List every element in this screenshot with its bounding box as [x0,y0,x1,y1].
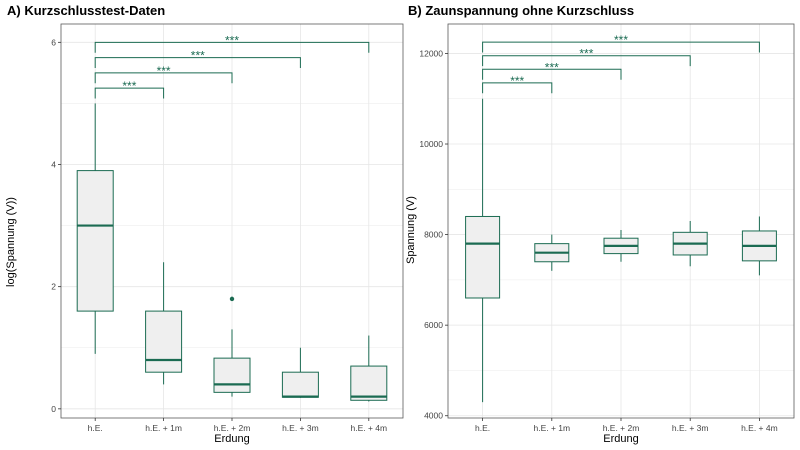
panel-b-y-tick-label: 10000 [419,139,443,149]
panel-b-bracket-line [482,41,760,53]
panel-b-significance-bracket: *** [482,33,760,53]
panel-a-significance-label: *** [191,49,205,63]
panel-b-y-tick-label: 6000 [424,320,443,330]
panel-b-y-axis-title: Spannung (V) [405,196,417,264]
panel-b-x-tick-label: h.E. + 3m [672,423,709,433]
panel-b-box-2 [603,230,639,262]
panel-b-box-body [465,215,501,299]
panel-b-significance-bracket: *** [482,60,622,80]
panel-b-x-tick-label: h.E. + 1m [533,423,570,433]
panel-a-y-tick-label: 4 [51,159,56,169]
panel-a-outlier-point [229,296,235,302]
panel-b-significance-label: *** [510,74,524,88]
panel-b-box-0 [465,98,501,403]
panel-a-x-tick-label: h.E. + 4m [350,423,387,433]
panel-b-bracket-line [482,68,622,80]
panel-a-significance-bracket: *** [94,49,301,68]
panel-a-significance-label: *** [225,33,239,47]
panel-b-y-tick-label: 12000 [419,48,443,58]
panel-b-significance-bracket: *** [482,47,691,67]
panel-a-significance-bracket: *** [94,33,370,53]
panel-a: A) Kurzschlusstest-Daten Erdung log(Span… [5,3,404,445]
panel-b-x-tick-label: h.E. [475,423,490,433]
panel-a-box-body [145,310,183,373]
panel-b-plot-area: 4000 6000 8000 10000 12000 h.E. h.E. + 1m h.E. … [419,23,795,433]
panel-b-y-tick-label: 8000 [424,230,443,240]
panel-a-bracket-line [94,57,301,68]
panel-a-x-tick-label: h.E. [88,423,103,433]
panel-a-box-body [213,357,251,393]
panel-a-box-body [281,371,319,398]
panel-a-y-axis-title: log(Spannung (V)) [5,197,17,287]
panel-b-bracket-line [482,55,691,67]
panel-b-box-3 [672,221,708,267]
panel-a-y-tick-label: 6 [51,37,56,47]
panel-b-significance-label: *** [545,60,559,74]
panel-b-box-1 [534,234,570,271]
panel-a-bracket-line [94,41,370,53]
panel-a-title: A) Kurzschlusstest-Daten [7,3,165,18]
panel-a-x-axis-title: Erdung [214,433,249,445]
panel-a-significance-bracket: *** [94,79,165,99]
panel-a-significance-label: *** [122,79,136,93]
panel-b-bracket-line [482,82,553,94]
panel-b-x-tick-label: h.E. + 2m [603,423,640,433]
panel-b-significance-label: *** [579,47,593,61]
panel-a-box-3 [281,347,319,398]
panel-a-significance-label: *** [157,64,171,78]
panel-b-title: B) Zaunspannung ohne Kurzschluss [408,3,634,18]
panel-a-box-2 [213,296,251,397]
panel-a-x-tick-label: h.E. + 1m [145,423,182,433]
panel-a-x-tick-label: h.E. + 3m [282,423,319,433]
panel-b: B) Zaunspannung ohne Kurzschluss Erdung … [405,3,795,445]
panel-a-significance-bracket: *** [94,64,233,84]
panel-b-y-tick-label: 4000 [424,411,443,421]
panel-a-y-tick-label: 2 [51,282,56,292]
panel-b-x-axis-title: Erdung [603,433,638,445]
panel-a-y-tick-label: 0 [51,404,56,414]
panel-a-plot-area: 0 2 4 6 h.E. h.E. + 1m h.E. + 2m h.E. + 3m h.E. … [51,23,404,433]
panel-b-significance-label: *** [614,33,628,47]
panel-a-box-0 [76,103,114,354]
panel-a-box-body [350,365,388,401]
panel-b-box-4 [741,216,777,276]
panel-a-box-1 [145,262,183,385]
panel-a-box-body [76,170,114,312]
panel-a-bracket-line [94,87,165,99]
panel-b-significance-bracket: *** [482,74,553,94]
panel-a-x-tick-label: h.E. + 2m [214,423,251,433]
panel-a-bracket-line [94,72,233,84]
panel-a-box-4 [350,335,388,402]
panel-b-x-tick-label: h.E. + 4m [741,423,778,433]
